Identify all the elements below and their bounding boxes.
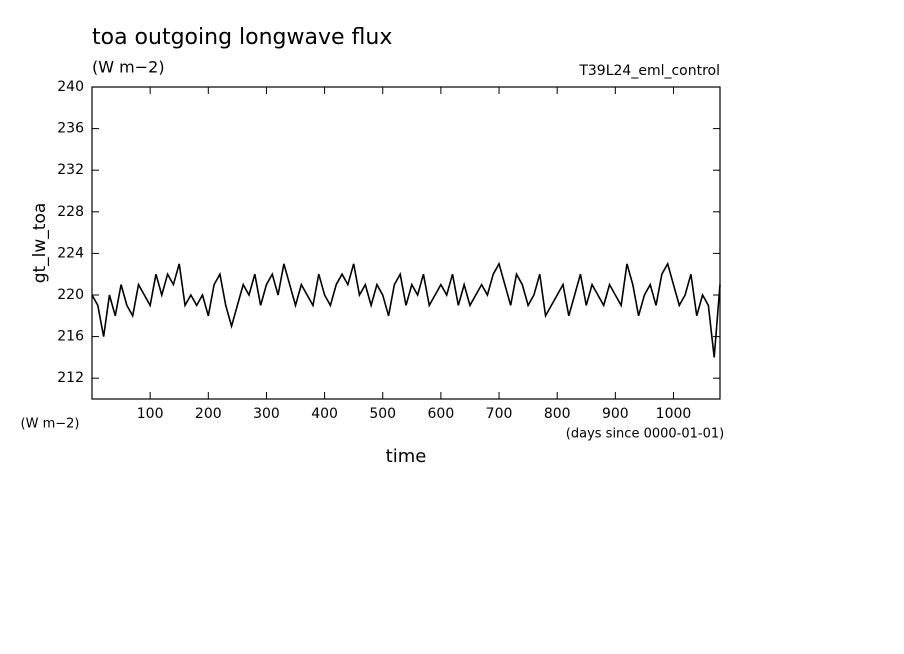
x-tick-label: 600	[428, 406, 455, 422]
chart-subtitle: (W m−2)	[92, 58, 165, 77]
x-tick-label: 500	[369, 406, 396, 422]
y-tick-label: 212	[57, 370, 84, 386]
y-tick-label: 228	[57, 204, 84, 220]
x-tick-label: 100	[137, 406, 164, 422]
y-tick-label: 220	[57, 287, 84, 303]
x-axis-label: time	[386, 446, 427, 467]
x-tick-label: 400	[311, 406, 338, 422]
y-tick-label: 216	[57, 329, 84, 345]
chart-title: toa outgoing longwave flux	[92, 25, 392, 50]
x-tick-label: 700	[486, 406, 513, 422]
x-tick-label: 900	[602, 406, 629, 422]
x-tick-label: 1000	[656, 406, 692, 422]
x-units: (days since 0000-01-01)	[566, 427, 724, 442]
y-tick-label: 236	[57, 121, 84, 137]
x-tick-label: 800	[544, 406, 571, 422]
y-tick-label: 240	[57, 79, 84, 95]
x-tick-label: 200	[195, 406, 222, 422]
data-line	[91, 261, 721, 358]
run-label: T39L24_eml_control	[578, 63, 720, 79]
x-tick-label: 300	[253, 406, 280, 422]
plot-frame	[91, 86, 721, 400]
y-units: (W m−2)	[21, 417, 80, 432]
y-tick-label: 224	[57, 245, 84, 261]
y-tick-label: 232	[57, 162, 84, 178]
y-axis-label: gt_lw_toa	[30, 203, 50, 284]
